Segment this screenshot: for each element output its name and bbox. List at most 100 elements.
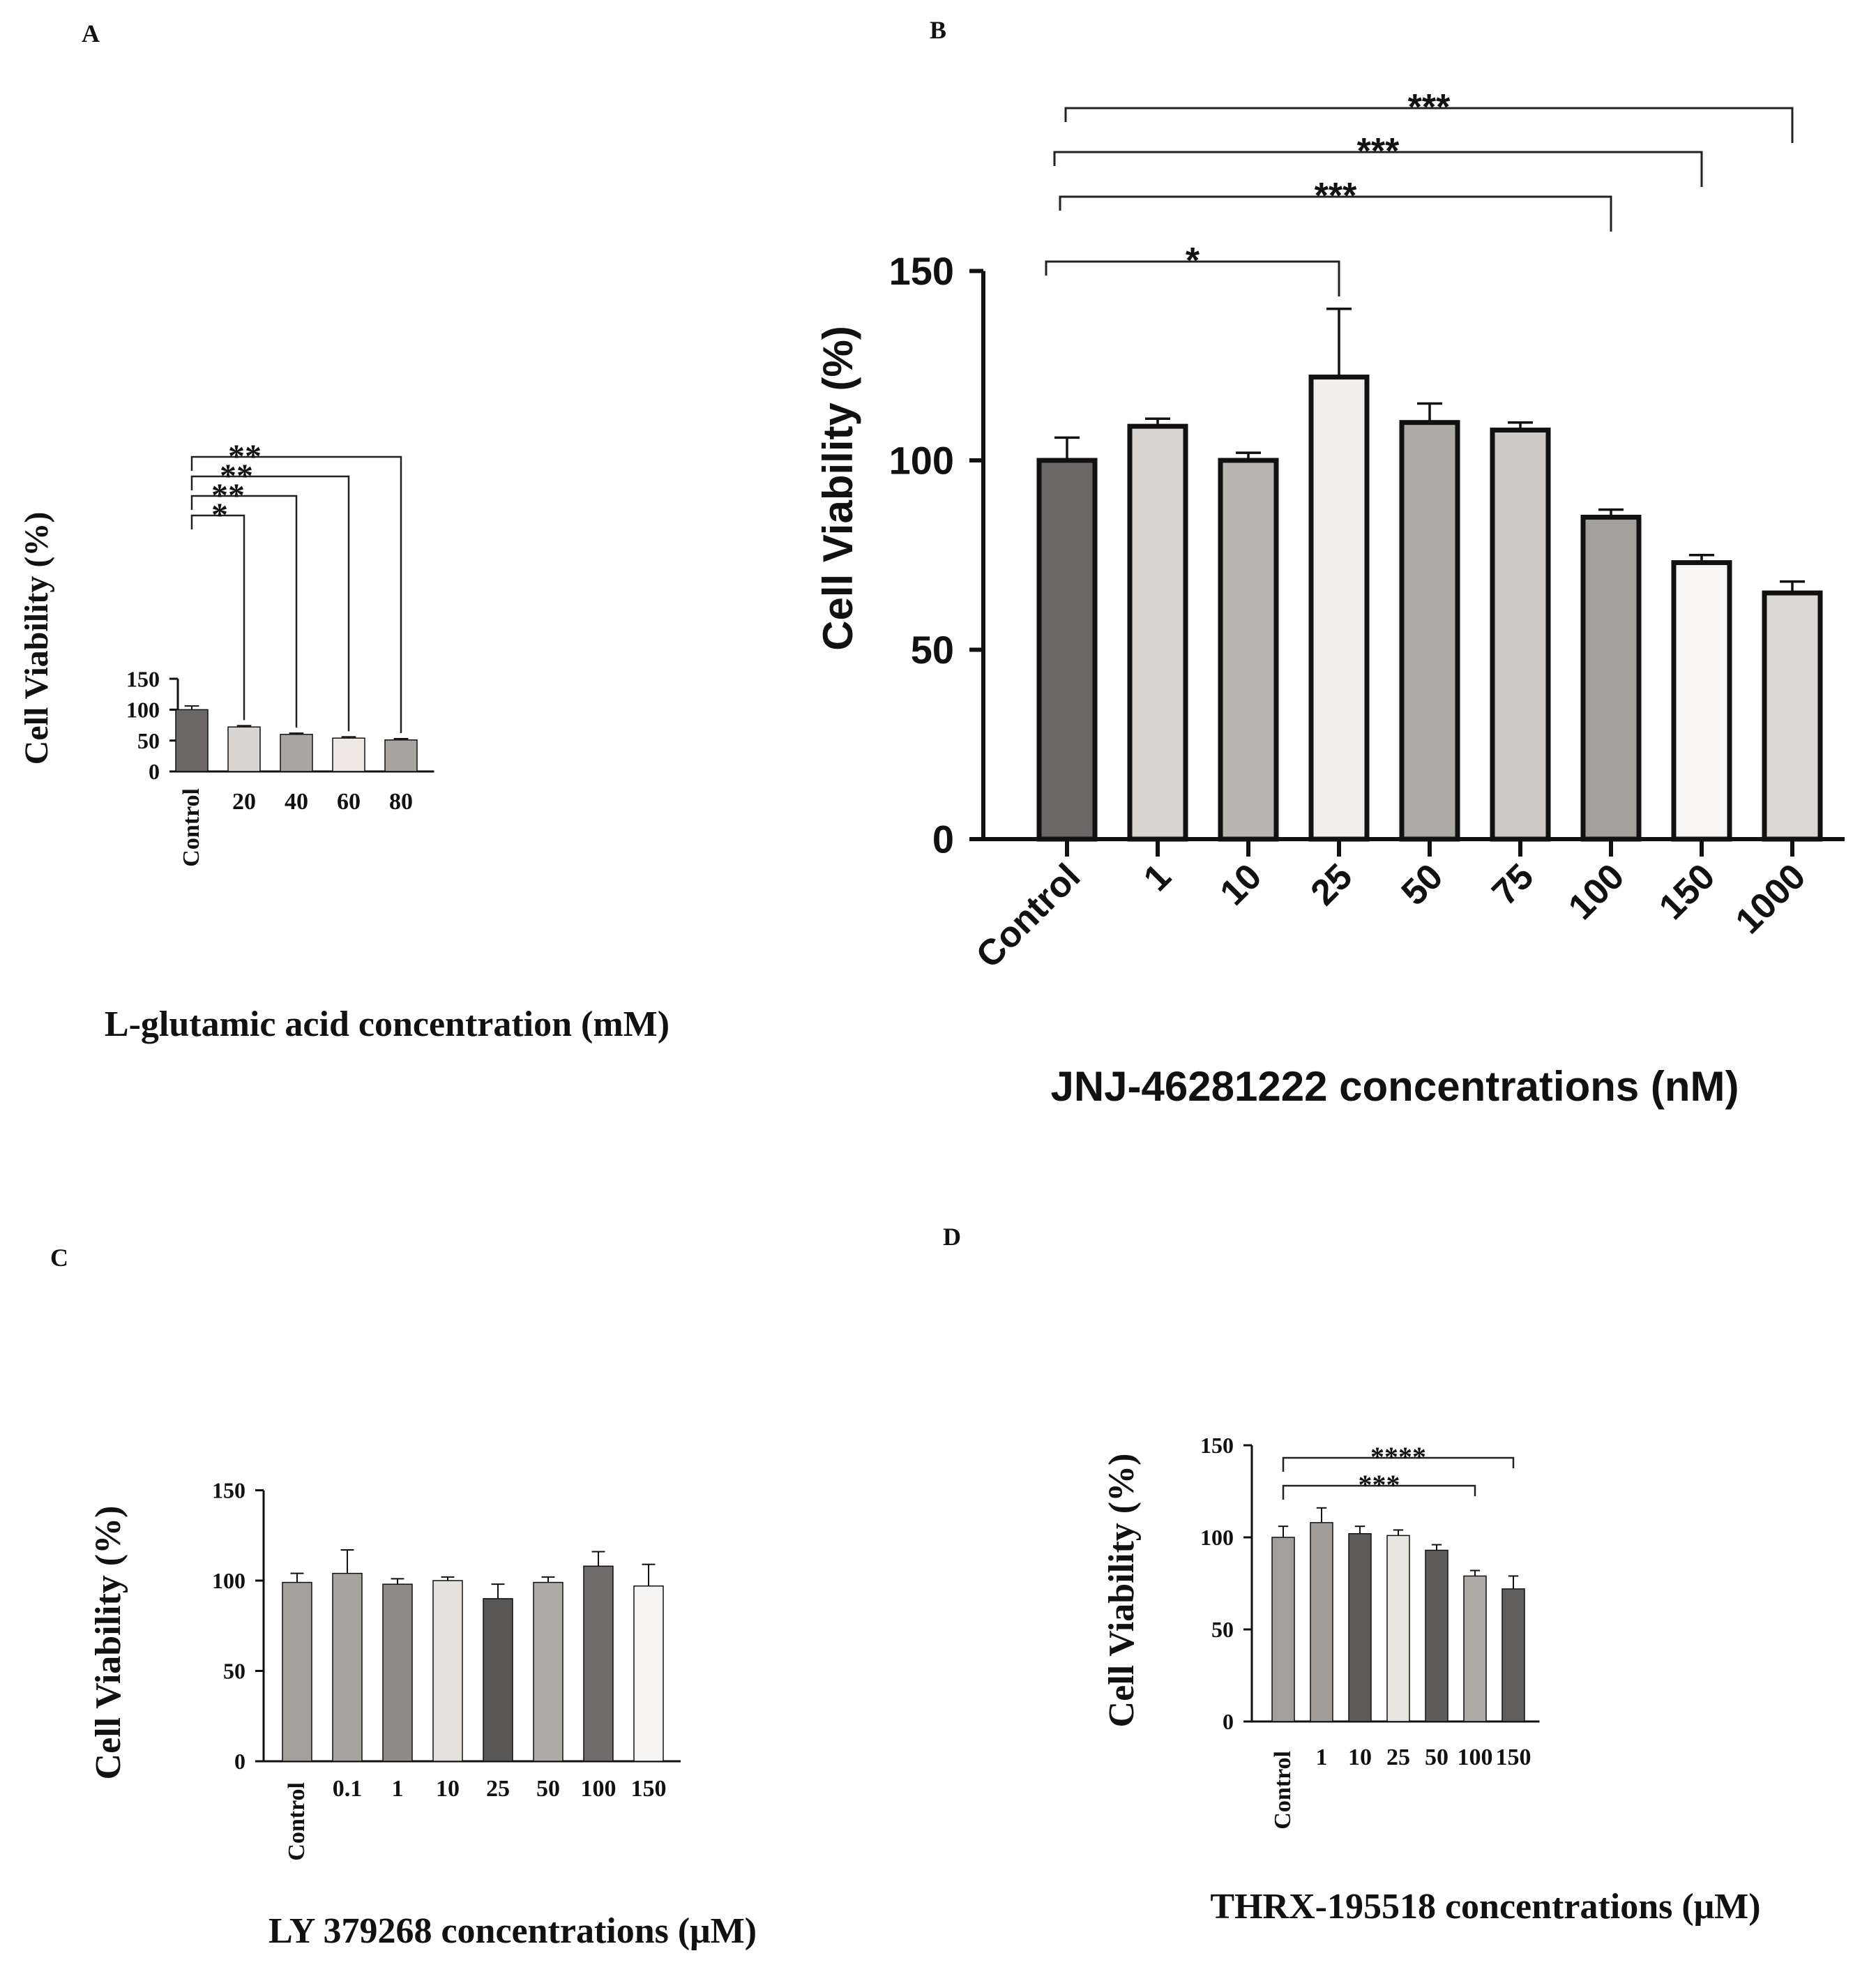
- bar-1000: [1762, 590, 1823, 842]
- bar-50: [1399, 420, 1460, 842]
- y-tick-label: 100: [889, 439, 954, 483]
- x-tick-label: 1: [1316, 1745, 1328, 1770]
- significance-label: ****: [1370, 1441, 1426, 1472]
- x-tick-label: 1: [1136, 856, 1179, 898]
- y-tick-label: 50: [137, 728, 160, 753]
- panel-letter: A: [82, 20, 100, 47]
- x-tick-label: 10: [436, 1776, 460, 1802]
- bar-100: [1580, 514, 1642, 842]
- y-tick-label: 150: [889, 249, 954, 293]
- bar-25: [1308, 375, 1370, 842]
- bar-10: [1218, 458, 1279, 842]
- x-tick-label: 60: [337, 789, 361, 815]
- x-tick-label: 25: [1303, 856, 1361, 913]
- significance-bracket: [1064, 107, 1794, 143]
- bar-50: [533, 1581, 563, 1762]
- x-tick-label: 150: [631, 1776, 667, 1802]
- significance-label: *: [1186, 241, 1200, 281]
- significance-bracket: [1282, 1484, 1476, 1500]
- bar-50: [1425, 1549, 1448, 1722]
- bar-1: [382, 1583, 413, 1762]
- bar-0.1: [332, 1572, 363, 1762]
- y-axis-label: Cell Viability (%): [815, 326, 861, 651]
- significance-label: *: [211, 497, 228, 534]
- x-tick-label: 1000: [1728, 856, 1814, 942]
- x-tick-label: 80: [389, 789, 413, 815]
- bar-25: [1386, 1535, 1410, 1722]
- y-tick-label: 150: [212, 1478, 245, 1503]
- x-tick-label: 25: [1386, 1745, 1410, 1770]
- x-axis-label: JNJ-46281222 concentrations (nM): [1050, 1063, 1739, 1110]
- significance-label: ***: [1357, 131, 1400, 172]
- significance-bracket: [1045, 260, 1340, 296]
- x-tick-label: 10: [1213, 856, 1270, 913]
- x-tick-label: 1: [392, 1776, 404, 1802]
- x-tick-label: 100: [1561, 856, 1632, 927]
- x-tick-label: Control: [1270, 1751, 1296, 1830]
- bar-100: [1463, 1575, 1487, 1722]
- x-tick-label: 20: [232, 789, 256, 815]
- y-tick-label: 0: [1223, 1709, 1234, 1734]
- y-tick-label: 50: [223, 1659, 245, 1684]
- bar-80: [384, 739, 418, 772]
- bar-control: [175, 709, 209, 772]
- bar-60: [332, 737, 365, 772]
- y-axis-label: Cell Viability (%): [1102, 1454, 1142, 1728]
- significance-bracket: [1282, 1456, 1515, 1472]
- x-tick-label: 150: [1496, 1745, 1531, 1770]
- y-tick-label: 0: [932, 818, 954, 861]
- y-tick-label: 100: [212, 1568, 245, 1593]
- x-tick-label: 100: [1458, 1745, 1493, 1770]
- x-tick-label: 40: [285, 789, 308, 815]
- significance-bracket: [190, 455, 402, 734]
- bar-150: [1501, 1588, 1525, 1722]
- bar-150: [1671, 560, 1732, 842]
- significance-bracket: [190, 514, 245, 721]
- y-tick-label: 50: [1211, 1617, 1234, 1642]
- significance-label: ***: [1315, 176, 1357, 216]
- bar-control: [1271, 1537, 1295, 1722]
- y-tick-label: 150: [1200, 1433, 1234, 1458]
- x-tick-label: Control: [284, 1782, 310, 1861]
- bar-control: [282, 1581, 312, 1762]
- x-tick-label: 0.1: [333, 1776, 363, 1802]
- bar-150: [633, 1585, 664, 1762]
- bar-1: [1310, 1522, 1333, 1722]
- bar-10: [1348, 1532, 1372, 1722]
- y-tick-label: 0: [234, 1749, 245, 1774]
- y-axis-label: Cell Viability (%): [18, 512, 55, 765]
- bar-75: [1490, 428, 1551, 842]
- bar-control: [1036, 458, 1098, 842]
- significance-bracket: [1059, 195, 1612, 232]
- bar-40: [280, 734, 313, 772]
- significance-label: **: [211, 477, 245, 514]
- x-tick-label: Control: [969, 856, 1089, 976]
- y-tick-label: 150: [126, 666, 160, 691]
- x-tick-label: 50: [536, 1776, 560, 1802]
- x-axis-label: THRX-195518 concentrations (μM): [1210, 1887, 1760, 1927]
- y-axis-label: Cell Viability (%): [89, 1506, 128, 1780]
- bar-100: [583, 1565, 614, 1762]
- x-tick-label: 75: [1485, 856, 1542, 913]
- panel-letter: D: [943, 1223, 961, 1251]
- y-tick-label: 0: [149, 759, 160, 784]
- significance-label: ***: [1408, 87, 1451, 128]
- panel-a: A 0 50 100 150 Control 20 40 60 80 ******* Cell Via…: [18, 20, 670, 1044]
- x-tick-label: Control: [179, 788, 204, 867]
- bar-1: [1127, 423, 1188, 842]
- x-tick-label: 50: [1394, 856, 1451, 913]
- significance-bracket: [190, 475, 350, 732]
- x-axis-label: L-glutamic acid concentration (mM): [105, 1004, 670, 1044]
- y-tick-label: 50: [911, 628, 954, 672]
- panel-letter: C: [50, 1244, 68, 1272]
- x-tick-label: 10: [1348, 1745, 1372, 1770]
- x-tick-label: 150: [1651, 856, 1723, 927]
- bar-10: [432, 1580, 463, 1762]
- significance-bracket: [1053, 151, 1703, 187]
- panel-c: C 0 50 100 150 Control 0.1 1 10 25 50 100 150 Cell Vi…: [50, 1244, 757, 1951]
- bar-20: [227, 726, 261, 772]
- x-tick-label: 25: [486, 1776, 510, 1802]
- y-tick-label: 100: [1200, 1525, 1234, 1550]
